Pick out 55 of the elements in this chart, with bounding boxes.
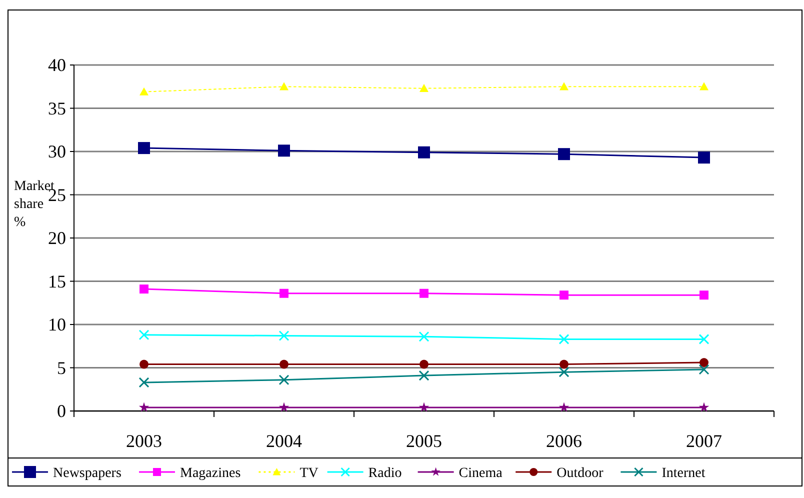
point bbox=[138, 142, 150, 154]
point bbox=[560, 360, 568, 369]
point bbox=[558, 334, 570, 344]
point bbox=[420, 288, 428, 298]
legend-label: Internet bbox=[662, 466, 706, 481]
point bbox=[138, 402, 150, 412]
point bbox=[420, 84, 428, 92]
point bbox=[278, 330, 290, 341]
point bbox=[280, 360, 288, 369]
point bbox=[700, 82, 708, 90]
point bbox=[558, 366, 570, 378]
legend-label: Cinema bbox=[458, 466, 504, 481]
legend-label: Newspapers bbox=[53, 466, 122, 481]
x-tick-label: 2006 bbox=[546, 431, 582, 451]
point bbox=[560, 82, 568, 90]
legend-label: Radio bbox=[368, 466, 402, 481]
x-tick-label: 2003 bbox=[126, 431, 162, 451]
x-tick-label: 2004 bbox=[266, 431, 302, 451]
point bbox=[700, 290, 708, 300]
x-tick-label: 2005 bbox=[406, 431, 442, 451]
point bbox=[280, 288, 288, 298]
point bbox=[420, 360, 428, 369]
point bbox=[138, 330, 150, 340]
point bbox=[140, 87, 148, 96]
point bbox=[418, 402, 430, 412]
point bbox=[140, 360, 148, 369]
legend-label: Magazines bbox=[180, 466, 241, 481]
point bbox=[698, 402, 710, 412]
point bbox=[700, 358, 708, 368]
y-tick-label: 40 bbox=[48, 55, 66, 75]
point bbox=[418, 146, 430, 158]
x-tick-label: 2007 bbox=[686, 431, 722, 451]
point bbox=[278, 402, 290, 412]
y-tick-label: 20 bbox=[48, 228, 66, 248]
point bbox=[698, 334, 710, 344]
point bbox=[558, 148, 570, 160]
y-tick-label: 10 bbox=[48, 314, 66, 334]
legend-label: TV bbox=[300, 466, 318, 481]
point bbox=[140, 284, 148, 294]
y-tick-label: 15 bbox=[48, 271, 66, 292]
point bbox=[418, 370, 430, 381]
y-tick-label: 35 bbox=[48, 98, 66, 118]
y-tick-label: 0 bbox=[57, 401, 66, 421]
point bbox=[698, 152, 710, 164]
point bbox=[560, 290, 568, 300]
point bbox=[138, 377, 150, 388]
y-tick-label: 30 bbox=[48, 142, 66, 162]
point bbox=[558, 402, 570, 412]
point bbox=[278, 374, 290, 386]
point bbox=[280, 82, 288, 90]
point bbox=[698, 364, 710, 375]
point bbox=[418, 331, 430, 342]
y-tick-label: 5 bbox=[57, 358, 66, 378]
point bbox=[278, 144, 290, 157]
legend-label: Outdoor bbox=[556, 466, 604, 481]
